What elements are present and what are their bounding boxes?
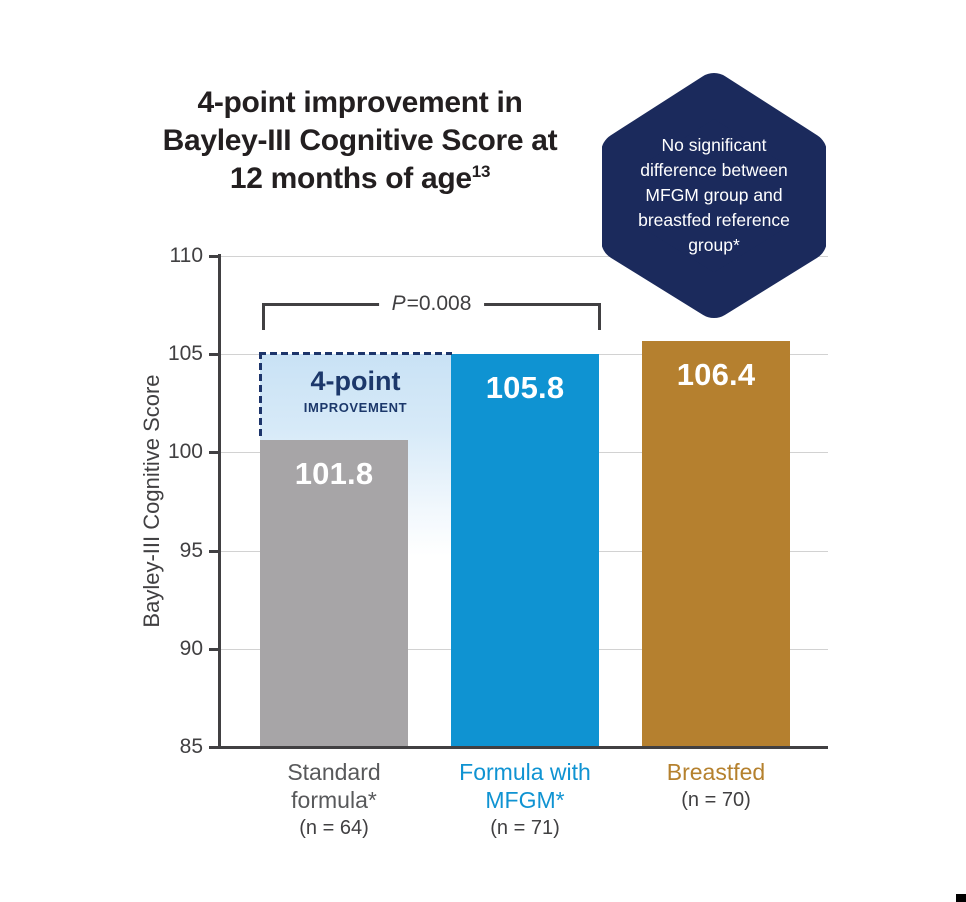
improvement-subline: IMPROVEMENT xyxy=(303,400,408,415)
y-tick-mark xyxy=(209,353,221,356)
significance-bracket: P=0.008 xyxy=(262,292,601,330)
badge-line: difference between xyxy=(640,160,788,180)
y-tick-label: 95 xyxy=(179,539,203,562)
x-axis-label-breastfed: Breastfed (n = 70) xyxy=(606,758,826,814)
p-value-label: P=0.008 xyxy=(378,292,485,316)
hexagon-badge xyxy=(602,73,826,318)
category-name-line: Breastfed xyxy=(666,759,766,785)
chart-title-line-2: Bayley-III Cognitive Score at xyxy=(162,124,558,157)
category-name-line: Standard xyxy=(287,759,381,785)
bar-value-label: 101.8 xyxy=(294,456,374,491)
y-tick-mark xyxy=(209,746,221,749)
bar-formula-with-mfgm xyxy=(451,354,599,747)
improvement-dashed-line-left xyxy=(259,352,262,440)
x-axis-label-standard-formula: Standard formula* (n = 64) xyxy=(224,758,444,842)
chart-title-line-3: 12 months of age13 xyxy=(229,162,491,195)
y-tick-mark xyxy=(209,451,221,454)
bar-breastfed xyxy=(642,341,790,747)
badge-line: No significant xyxy=(661,135,767,155)
hexagon-badge-text: No significant difference between MFGM g… xyxy=(602,71,826,320)
y-axis xyxy=(218,254,221,749)
category-name-line: formula* xyxy=(291,787,377,813)
improvement-headline: 4-point xyxy=(310,366,401,396)
badge-line: breastfed reference xyxy=(638,210,790,230)
gridline xyxy=(221,256,828,257)
x-axis xyxy=(218,746,828,749)
p-value-symbol: P xyxy=(391,292,406,315)
corner-mark xyxy=(956,894,966,902)
y-axis-title: Bayley-III Cognitive Score xyxy=(139,374,164,628)
y-tick-label: 90 xyxy=(179,637,203,660)
category-name-line: MFGM* xyxy=(485,787,565,813)
y-tick-mark xyxy=(209,648,221,651)
y-tick-mark xyxy=(209,255,221,258)
y-tick-mark xyxy=(209,550,221,553)
category-sample-size: (n = 64) xyxy=(299,817,369,839)
category-sample-size: (n = 70) xyxy=(681,789,751,811)
category-name-line: Formula with xyxy=(459,759,591,785)
chart-title-line-1: 4-point improvement in xyxy=(197,86,523,119)
chart-title: 4-point improvement in Bayley-III Cognit… xyxy=(100,84,620,198)
bar-value-label: 105.8 xyxy=(485,370,565,405)
p-value-number: =0.008 xyxy=(406,292,472,315)
y-tick-label: 110 xyxy=(169,244,203,267)
bar-standard-formula xyxy=(260,440,408,747)
badge-line: MFGM group and xyxy=(645,185,783,205)
title-reference-superscript: 13 xyxy=(471,162,491,181)
category-sample-size: (n = 71) xyxy=(490,817,560,839)
y-tick-label: 85 xyxy=(179,735,203,758)
improvement-annotation: 4-point IMPROVEMENT xyxy=(260,366,451,416)
improvement-dashed-line-top xyxy=(259,352,452,355)
x-axis-label-formula-with-mfgm: Formula with MFGM* (n = 71) xyxy=(415,758,635,842)
badge-line: group* xyxy=(688,235,740,255)
bar-value-label: 106.4 xyxy=(676,357,756,392)
y-tick-label: 105 xyxy=(167,342,203,365)
y-tick-label: 100 xyxy=(167,440,203,463)
